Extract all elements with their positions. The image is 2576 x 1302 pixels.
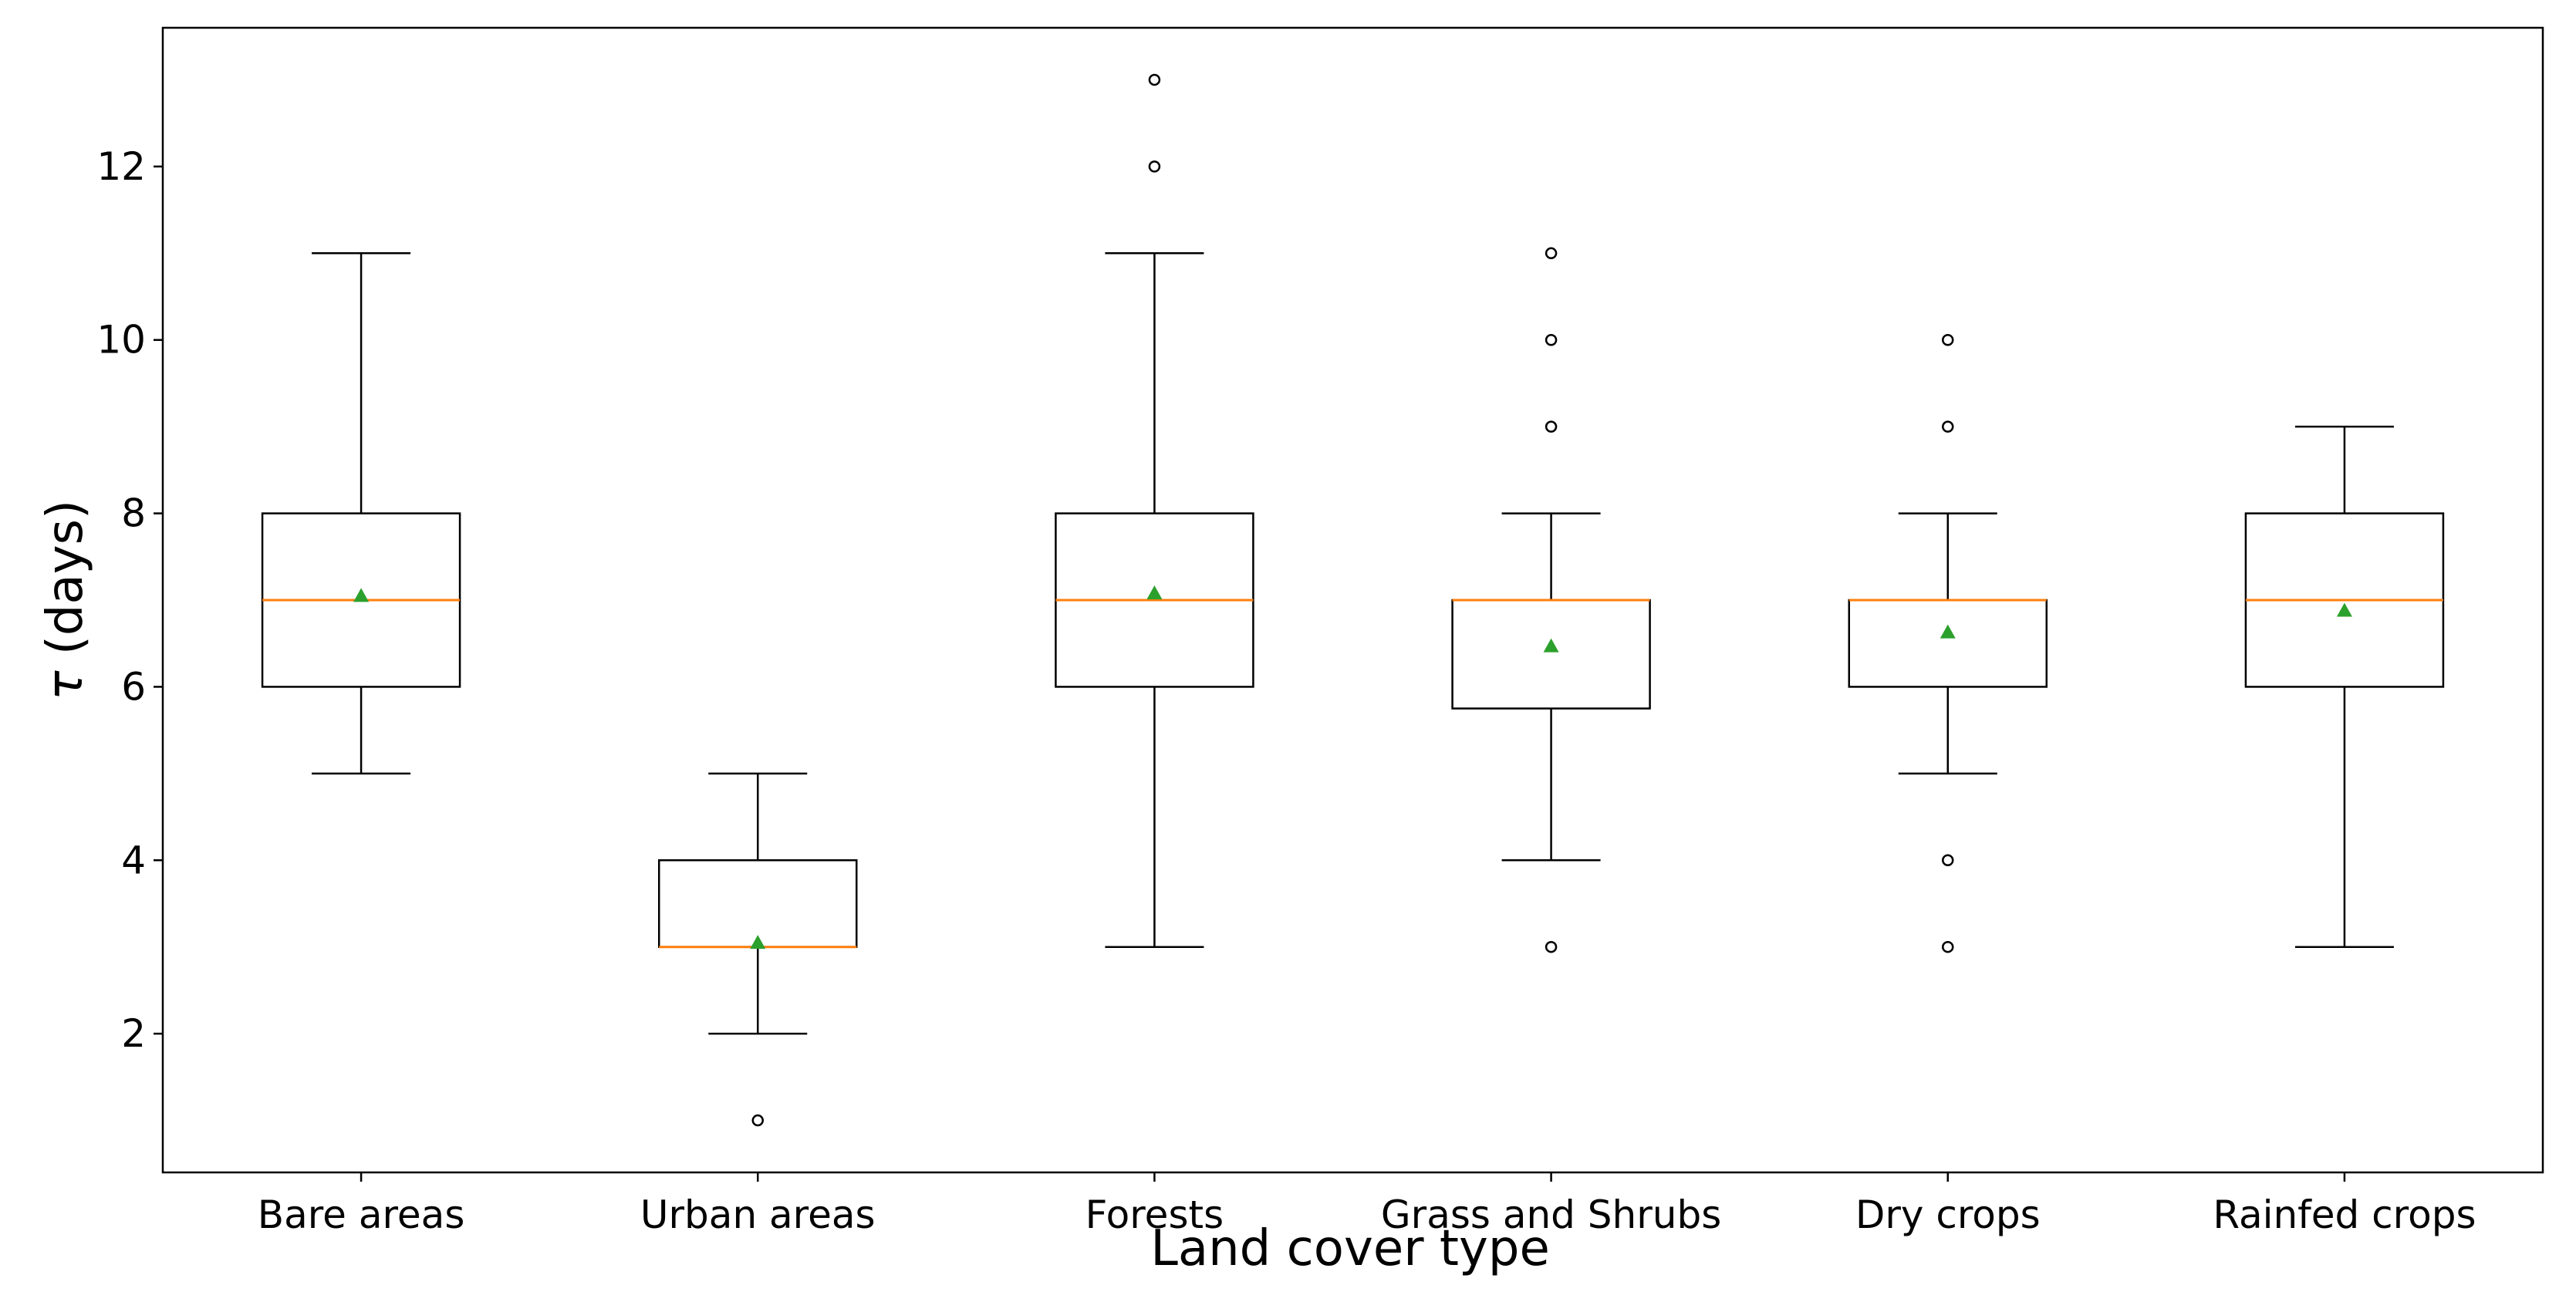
y-axis-title: τ (days) [37,500,94,700]
outlier-point [1545,247,1558,260]
box-group [2244,425,2445,948]
box-group [1848,333,2048,953]
y-tick-label: 2 [121,1011,146,1056]
outlier-point [1942,333,1954,346]
y-tick-label: 6 [121,664,146,709]
mean-marker [353,588,370,602]
mean-marker [750,935,766,950]
box-iqr [1848,599,2048,688]
y-tick-label: 8 [121,491,146,536]
mean-marker [1146,585,1163,600]
outlier-point [1942,420,1954,433]
x-tick-label: Urban areas [640,1192,876,1237]
plot-area-frame [161,26,2544,1174]
x-tick-label: Dry crops [1855,1192,2041,1237]
y-tick-label: 10 [96,318,146,363]
mean-marker [2336,602,2352,617]
mean-marker [1543,638,1559,653]
outlier-point [1148,160,1161,173]
outlier-point [1942,940,1954,953]
x-axis-title: Land cover type [1150,1220,1550,1277]
x-tick-label: Bare areas [258,1192,465,1237]
mean-marker [1940,624,1956,639]
box-iqr [1451,599,1651,710]
outlier-point [1148,73,1161,86]
x-tick-label: Forests [1085,1192,1224,1237]
y-axis-title-symbol: τ [37,670,94,700]
plot-layer [261,73,2445,1127]
tick-layer: 2 4 6 8 10 12 Bare areas Urban areas Forests Gras… [96,144,2476,1237]
outlier-point [751,1114,764,1127]
y-tick-label: 12 [96,144,146,189]
outlier-point [1942,854,1954,867]
box-group [1055,73,1254,948]
outlier-point [1545,940,1558,953]
box-iqr [658,859,858,948]
outlier-point [1545,333,1558,346]
y-axis-title-unit: (days) [37,500,94,670]
box-group [658,772,858,1127]
box-group [1451,247,1651,953]
outlier-point [1545,420,1558,433]
x-tick-label: Grass and Shrubs [1381,1192,1721,1237]
box-group [261,252,461,775]
y-tick-label: 4 [121,838,146,882]
x-tick-label: Rainfed crops [2213,1192,2476,1237]
